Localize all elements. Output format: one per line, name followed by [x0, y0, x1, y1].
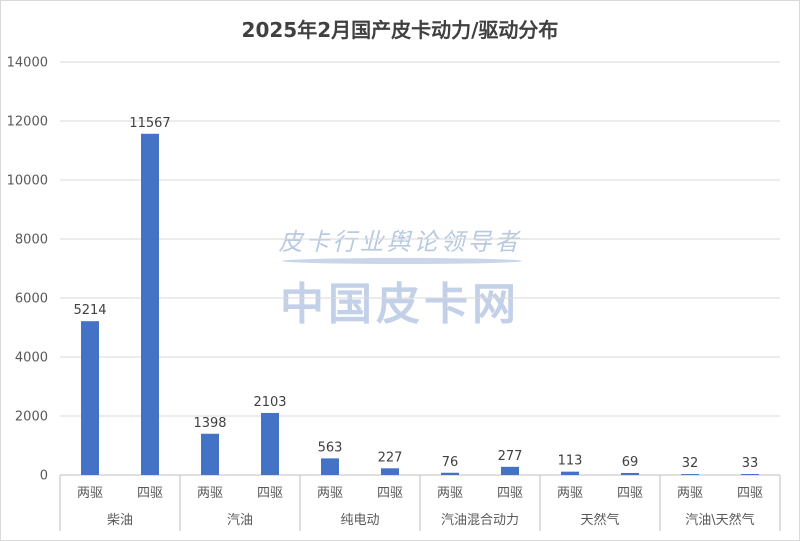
- x-subcategory-label: 两驱: [77, 486, 103, 501]
- x-group-label: 天然气: [580, 512, 619, 528]
- bar: [381, 468, 399, 475]
- y-tick-label: 8000: [15, 233, 48, 248]
- x-subcategory-label: 两驱: [557, 486, 583, 501]
- x-group-label: 汽油\天然气: [685, 512, 754, 528]
- bar: [501, 466, 519, 475]
- y-tick-label: 10000: [7, 174, 48, 189]
- y-tick-label: 6000: [15, 292, 48, 307]
- bar: [561, 471, 579, 475]
- data-label: 1398: [193, 416, 226, 431]
- bar: [81, 321, 99, 475]
- x-subcategory-label: 四驱: [257, 486, 283, 501]
- data-label: 113: [558, 454, 583, 469]
- bar: [141, 133, 159, 475]
- x-subcategory-label: 四驱: [617, 486, 643, 501]
- data-label: 227: [378, 450, 403, 465]
- x-subcategory-label: 四驱: [737, 486, 763, 501]
- x-subcategory-label: 两驱: [677, 486, 703, 501]
- y-tick-label: 2000: [15, 410, 48, 425]
- x-subcategory-label: 四驱: [497, 486, 523, 501]
- x-subcategory-label: 两驱: [197, 486, 223, 501]
- data-label: 5214: [73, 303, 106, 318]
- data-label: 32: [682, 456, 699, 471]
- data-label: 33: [742, 456, 759, 471]
- x-subcategory-label: 四驱: [377, 486, 403, 501]
- bar: [441, 472, 459, 475]
- bar: [741, 474, 759, 475]
- x-group-label: 柴油: [107, 513, 133, 528]
- data-label: 76: [442, 455, 459, 470]
- x-group-label: 纯电动: [340, 513, 379, 528]
- x-subcategory-label: 两驱: [317, 486, 343, 501]
- bar: [261, 412, 279, 475]
- x-subcategory-label: 四驱: [137, 486, 163, 501]
- data-label: 277: [498, 449, 523, 464]
- data-label: 11567: [129, 116, 170, 131]
- watermark-underline: [282, 258, 522, 264]
- chart-title: 2025年2月国产皮卡动力/驱动分布: [241, 18, 559, 42]
- y-tick-label: 12000: [7, 115, 48, 130]
- data-label: 69: [622, 455, 639, 470]
- x-subcategory-label: 两驱: [437, 486, 463, 501]
- data-label: 563: [318, 440, 343, 455]
- y-tick-label: 4000: [15, 351, 48, 366]
- x-group-label: 汽油混合动力: [441, 513, 519, 528]
- bar: [201, 433, 219, 475]
- bar: [681, 474, 699, 475]
- y-tick-label: 14000: [7, 56, 48, 71]
- x-group-label: 汽油: [227, 513, 253, 528]
- y-tick-label: 0: [40, 469, 48, 484]
- bar: [621, 472, 639, 475]
- bar: [321, 458, 339, 475]
- data-label: 2103: [253, 395, 286, 410]
